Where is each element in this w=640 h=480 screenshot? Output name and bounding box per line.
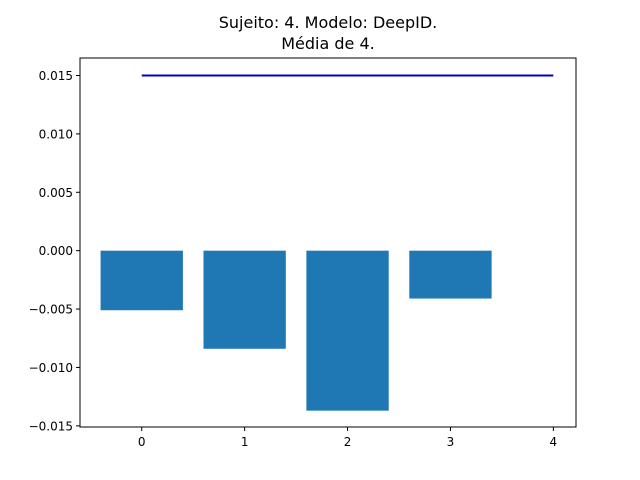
- x-tick-label: 2: [344, 435, 352, 449]
- chart-title-line-1: Sujeito: 4. Modelo: DeepID.: [219, 13, 438, 32]
- y-tick-label: 0.005: [39, 186, 73, 200]
- y-tick-label: 0.000: [39, 244, 73, 258]
- bar-2: [306, 250, 389, 411]
- x-tick-label: 3: [447, 435, 455, 449]
- y-tick-label: −0.010: [29, 361, 73, 375]
- bar-0: [100, 250, 183, 311]
- bar-1: [203, 250, 286, 349]
- axes-frame: [79, 57, 577, 428]
- chart-title-line-2: Média de 4.: [281, 34, 375, 53]
- x-tick-label: 4: [550, 435, 558, 449]
- bar-3: [409, 250, 492, 299]
- x-tick-label: 1: [241, 435, 249, 449]
- plot-area: −0.015 −0.010 −0.005 0.000 0.005 0.010 0.015 0 1…: [29, 57, 577, 449]
- y-tick-label: −0.015: [29, 419, 73, 433]
- y-tick-label: 0.010: [39, 127, 73, 141]
- y-tick-label: −0.005: [29, 303, 73, 317]
- y-tick-label: 0.015: [39, 69, 73, 83]
- x-tick-label: 0: [138, 435, 146, 449]
